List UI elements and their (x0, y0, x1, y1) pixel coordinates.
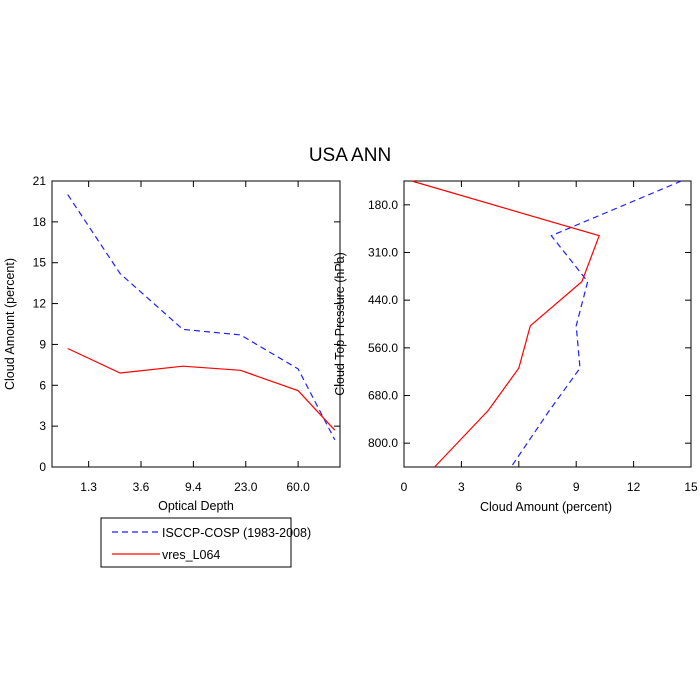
left-y-tick-label: 0 (39, 460, 46, 474)
legend-box (100, 517, 292, 568)
left-series-isccp-line (67, 194, 336, 441)
left-y-tick-label: 15 (33, 256, 47, 270)
left-x-axis-title: Optical Depth (158, 499, 234, 513)
figure-title: USA ANN (309, 145, 391, 166)
right-y-tick-label: 680.0 (368, 389, 398, 403)
right-x-tick-label: 15 (684, 480, 698, 494)
left-y-axis-title: Cloud Amount (percent) (3, 258, 17, 390)
right-y-tick-label: 310.0 (368, 246, 398, 260)
left-x-tick-label: 9.4 (185, 480, 202, 494)
right-x-tick-label: 0 (401, 480, 408, 494)
right-series-isccp-line (510, 180, 682, 468)
left-y-tick-label: 18 (33, 215, 47, 229)
right-x-tick-label: 9 (573, 480, 580, 494)
right-x-tick-label: 6 (515, 480, 522, 494)
left-y-tick-label: 12 (33, 297, 47, 311)
right-y-tick-label: 560.0 (368, 341, 398, 355)
right-y-tick-label: 800.0 (368, 436, 398, 450)
right-y-tick-label: 180.0 (368, 198, 398, 212)
right-axis-ticks: 0 3 6 9 12 15 180.0 310.0 440.0 560.0 680.0 800.0 (368, 181, 698, 494)
right-x-axis-title: Cloud Amount (percent) (480, 500, 612, 514)
left-y-tick-label: 21 (33, 174, 47, 188)
left-series-lines (67, 194, 336, 441)
left-x-tick-label: 3.6 (133, 480, 150, 494)
right-y-axis-title: Cloud Top Pressure (hPa) (333, 252, 347, 396)
right-x-tick-label: 3 (458, 480, 465, 494)
right-series-lines (411, 180, 682, 468)
left-x-tick-label: 1.3 (80, 480, 97, 494)
left-y-tick-label: 3 (39, 419, 46, 433)
cloud-top-pressure-panel: 0 3 6 9 12 15 180.0 310.0 440.0 560.0 680.0 800.0 C… (333, 180, 698, 514)
legend: ISCCP-COSP (1983-2008) vres_L064 (100, 517, 311, 568)
left-x-tick-label: 23.0 (234, 480, 258, 494)
left-axis-ticks: 0 3 6 9 12 15 18 21 1.3 3.6 9.4 23.0 60.0 (33, 174, 340, 494)
left-y-tick-label: 9 (39, 337, 46, 351)
right-y-tick-label: 440.0 (368, 293, 398, 307)
right-x-tick-label: 12 (627, 480, 641, 494)
right-series-model-line (411, 180, 600, 468)
left-series-model-line (67, 347, 336, 431)
optical-depth-panel: 0 3 6 9 12 15 18 21 1.3 3.6 9.4 23.0 60.0 Optical De… (3, 174, 341, 513)
legend-label-model: vres_L064 (162, 548, 220, 562)
legend-label-isccp: ISCCP-COSP (1983-2008) (162, 526, 311, 540)
left-y-tick-label: 6 (39, 378, 46, 392)
right-plot-frame (403, 180, 692, 468)
left-plot-frame (51, 180, 341, 468)
left-x-tick-label: 60.0 (286, 480, 310, 494)
